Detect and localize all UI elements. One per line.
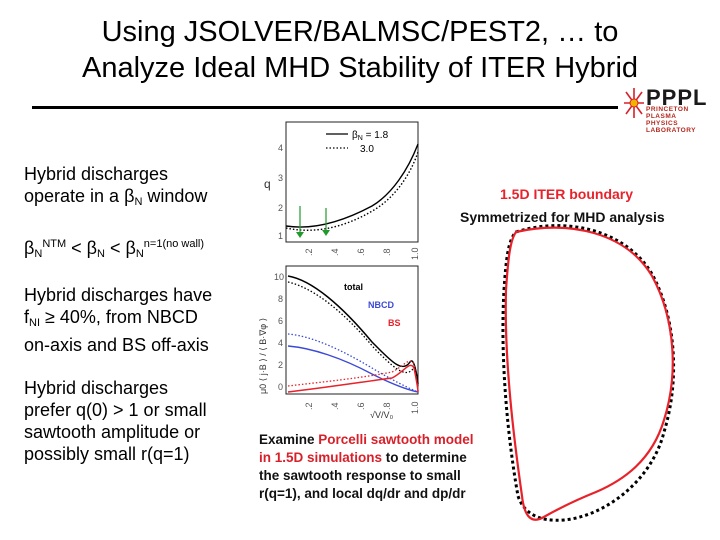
y-tick-4: 4 (278, 143, 283, 153)
x-tick-04: .4 (330, 402, 340, 410)
q-curve-dotted (285, 151, 419, 231)
bs-curve-solid (287, 364, 419, 393)
current-density-plot: μ0 ⟨ j·B ⟩ / ⟨ B·∇φ ⟩ 10 8 6 4 2 0 total… (258, 265, 420, 420)
q-axis-label: q (264, 177, 271, 191)
bullet-4-line-4: possibly small r(q=1) (24, 444, 190, 464)
beta-superscript: n=1(no wall) (143, 238, 205, 250)
nbcd-curve-dotted (287, 333, 419, 393)
bs-curve-dotted (287, 360, 419, 393)
pppl-logo: PPPL PRINCETON PLASMA PHYSICS LABORATORY (622, 85, 714, 134)
boundary-title: 1.5D ITER boundary (500, 186, 634, 202)
symmetrized-boundary (501, 224, 676, 522)
bullet-beta-inequality: βNNTM < βN < βNn=1(no wall) (24, 233, 204, 265)
less-than: < (104, 238, 126, 258)
caption-text: Examine Porcelli sawtooth model in 1.5D … (259, 431, 489, 503)
x-tick-02: .2 (304, 402, 314, 410)
bullet-4-line-2: prefer q(0) > 1 or small (24, 400, 207, 420)
current-axis-label: μ0 ⟨ j·B ⟩ / ⟨ B·∇φ ⟩ (258, 318, 268, 394)
title-line-2: Analyze Ideal MHD Stability of ITER Hybr… (81, 52, 639, 84)
logo-subtitle: PRINCETON PLASMA PHYSICS LABORATORY (646, 106, 714, 134)
bullet-4-line-3: sawtooth amplitude or (24, 422, 201, 442)
beta-symbol: β (125, 238, 136, 258)
logo-sub-line-2: PHYSICS LABORATORY (646, 120, 697, 134)
plot-frame (285, 265, 419, 395)
logo-sub-line-1: PRINCETON PLASMA (646, 106, 689, 120)
x-tick-04: .4 (330, 248, 340, 256)
bullet-noninductive-fraction: Hybrid discharges have fNI ≥ 40%, from N… (24, 284, 212, 356)
bullet-4-line-1: Hybrid discharges (24, 378, 169, 398)
x-tick-10: 1.0 (410, 247, 420, 260)
boundary-subtitle: Symmetrized for MHD analysis (460, 209, 665, 225)
less-than: < (66, 238, 87, 258)
iter-boundary (504, 226, 674, 521)
x-tick-10: 1.0 (410, 401, 420, 414)
beta-subscript: N (134, 196, 143, 208)
beta-subscript: N (135, 248, 144, 260)
label-bs: BS (388, 318, 401, 328)
beta-subscript: N (34, 248, 43, 260)
q1-marker-arrowhead (296, 232, 304, 238)
q-profile-plot: q 4 3 2 1 βN = 1.8 3.0 .2 .4 .6 .8 1.0 (264, 121, 420, 260)
q-curve-solid (285, 143, 419, 228)
beta-symbol: β (86, 238, 98, 258)
total-curve-dotted (287, 281, 419, 387)
bullet-3-line-3: on-axis and BS off-axis (24, 335, 209, 355)
x-tick-08: .8 (382, 248, 392, 256)
caption-pre: Examine (259, 432, 319, 447)
y-tick-6: 6 (278, 316, 283, 326)
pppl-logo-mark (624, 88, 644, 118)
label-total: total (344, 282, 363, 292)
beta-symbol: β (124, 186, 135, 206)
x-axis-label: √V/V₀ (370, 410, 393, 420)
bullet-3-line-2: fNI ≥ 40%, from NBCD (24, 306, 212, 334)
slide-title: Using JSOLVER/BALMSC/PEST2, … to Analyze… (0, 14, 720, 86)
beta-superscript: NTM (42, 238, 67, 250)
y-tick-8: 8 (278, 294, 283, 304)
x-tick-06: .6 (356, 402, 366, 410)
bullet-3-text: ≥ 40%, from NBCD (40, 307, 198, 327)
logo-name: PPPL (646, 85, 708, 110)
title-underline (32, 106, 618, 109)
caption-post: to determine the sawtooth response to sm… (259, 450, 467, 501)
y-tick-2: 2 (278, 360, 283, 370)
bullet-3-line-1: Hybrid discharges have (24, 285, 213, 305)
label-nbcd: NBCD (368, 300, 394, 310)
caption-highlight: Porcelli sawtooth model in 1.5D simulati… (259, 432, 474, 465)
x-tick-06: .6 (356, 248, 366, 256)
x-tick-02: .2 (304, 248, 314, 256)
plot-frame (285, 121, 419, 243)
beta-symbol: β (24, 238, 35, 258)
title-line-1: Using JSOLVER/BALMSC/PEST2, … to (101, 16, 619, 48)
bullet-q0-preference: Hybrid discharges prefer q(0) > 1 or sma… (24, 377, 207, 465)
nbcd-curve-solid (287, 345, 419, 393)
bullet-1-line-1: Hybrid discharges (24, 164, 169, 184)
legend-beta-dotted: 3.0 (360, 144, 374, 155)
bullet-3-subscript: NI (29, 317, 41, 329)
bullet-3-f: f (24, 307, 30, 327)
bullet-beta-window: Hybrid discharges operate in a βN window (24, 163, 207, 213)
x-tick-08: .8 (382, 402, 392, 410)
y-tick-0: 0 (278, 382, 283, 392)
bullet-1-line-2: operate in a βN window (24, 185, 207, 213)
y-tick-2: 2 (278, 203, 283, 213)
y-tick-10: 10 (274, 272, 284, 282)
y-tick-1: 1 (278, 231, 283, 241)
plasma-boundary-plot (501, 224, 676, 522)
bullet-1-text: operate in a (24, 186, 125, 206)
bullet-1-text-end: window (142, 186, 208, 206)
beta-subscript: N (97, 248, 105, 260)
legend-beta-solid: βN = 1.8 (352, 130, 389, 142)
q1-marker-arrowhead-2 (322, 230, 330, 236)
y-tick-3: 3 (278, 173, 283, 183)
y-tick-4: 4 (278, 338, 283, 348)
